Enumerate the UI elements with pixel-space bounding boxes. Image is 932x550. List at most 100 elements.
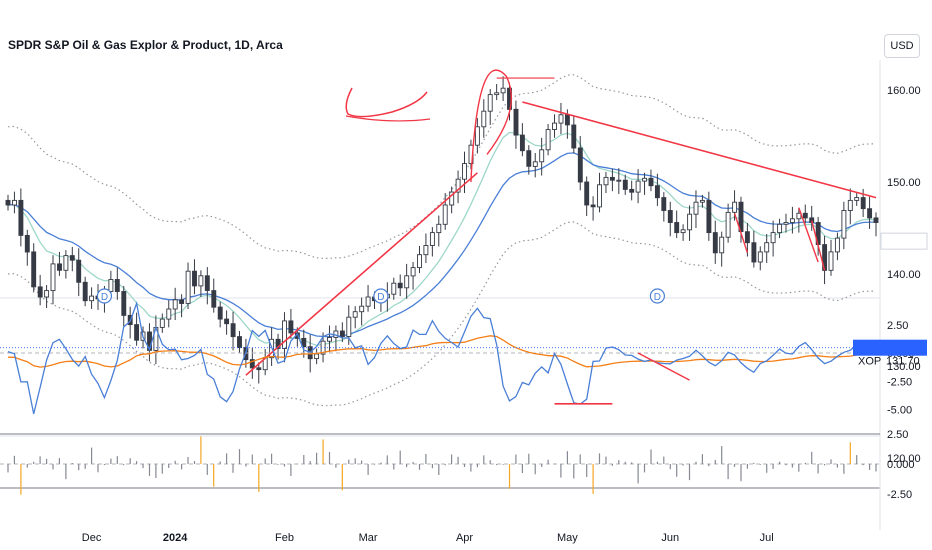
histogram-bar (836, 464, 838, 468)
hand-drawn-check-mark (345, 87, 428, 118)
candle-body (770, 232, 776, 244)
candle-body (789, 218, 795, 223)
histogram-bar (168, 464, 170, 468)
candle-body (661, 197, 667, 211)
currency-button[interactable]: USD (884, 34, 920, 58)
histogram-bar (714, 460, 716, 464)
time-axis-tick-label: Jun (661, 532, 679, 544)
histogram-bar (695, 461, 697, 464)
candle-body (558, 114, 564, 124)
histogram-bar (721, 446, 723, 464)
candle-body (539, 149, 545, 163)
histogram-bar (798, 464, 800, 472)
candle-body (719, 236, 725, 254)
histogram-bar (7, 464, 9, 473)
histogram-bar (264, 458, 266, 464)
dividend-marker[interactable] (96, 288, 113, 304)
histogram-bar (586, 464, 588, 477)
histogram-bar (341, 464, 343, 491)
histogram-bar (361, 460, 363, 464)
candle-body (339, 330, 345, 337)
candle-body (744, 231, 750, 244)
candle-body (114, 279, 120, 292)
candle-body (275, 338, 281, 349)
histogram-bar (489, 460, 491, 464)
fast-moving-average-line (7, 131, 877, 346)
histogram-bar (412, 462, 414, 464)
histogram-bar (110, 458, 112, 464)
candle-body (802, 212, 808, 219)
histogram-bar (663, 456, 665, 464)
candle-body (764, 242, 770, 253)
candle-body (545, 129, 551, 151)
candle-body (5, 199, 11, 206)
histogram-bar (643, 464, 646, 473)
histogram-bar (483, 455, 485, 464)
candle-body (18, 199, 24, 236)
oscillator-axis-tick-label: -5.00 (887, 405, 912, 417)
candle-body (860, 197, 866, 210)
candle-body (481, 110, 487, 128)
candle-body (288, 320, 294, 334)
upper-envelope-line (7, 74, 876, 260)
candle-body (648, 177, 654, 187)
candle-body (609, 176, 615, 181)
histogram-bar (541, 464, 543, 467)
histogram-bar (39, 456, 41, 464)
candle-body (417, 254, 422, 269)
histogram-bar (181, 464, 183, 470)
candle-body (237, 336, 242, 349)
histogram-bar (502, 464, 504, 465)
histogram-bar (245, 464, 247, 467)
slow-moving-average-line (7, 152, 876, 338)
histogram-bar (33, 461, 35, 464)
dividend-marker-label: D (377, 292, 384, 303)
histogram-bar (258, 464, 260, 492)
histogram-bar (560, 464, 562, 478)
histogram-bar (206, 464, 208, 475)
histogram-bar (46, 458, 48, 464)
histogram-bar (129, 458, 131, 464)
candle-body (159, 318, 165, 328)
histogram-bar (309, 461, 311, 464)
candle-body (674, 222, 680, 234)
short-drop-line (811, 220, 826, 271)
candle-body (680, 229, 686, 234)
price-axis-tick-label: 150.00 (887, 177, 921, 189)
candle-body (751, 242, 757, 263)
candle-body (777, 223, 783, 234)
histogram-bar (759, 464, 761, 465)
histogram-bar (123, 464, 125, 466)
candle-body (397, 282, 403, 289)
time-axis-tick-label: 2024 (163, 532, 188, 544)
candle-body (24, 234, 30, 253)
candle-body (474, 126, 480, 146)
histogram-bar (811, 451, 813, 464)
dividend-marker[interactable] (649, 288, 665, 304)
candle-body (513, 108, 519, 136)
dividend-marker-label: D (101, 292, 108, 303)
histogram-bar (637, 464, 639, 484)
histogram-bar (688, 464, 691, 481)
circled-top-annotation (470, 69, 513, 183)
histogram-bar (251, 454, 253, 464)
histogram-bar (283, 464, 286, 467)
histogram-bar (78, 464, 80, 471)
dividend-marker[interactable] (373, 288, 389, 304)
candle-body (642, 177, 648, 182)
histogram-bar (682, 464, 684, 466)
candle-body (69, 255, 75, 261)
histogram-bar (515, 454, 517, 464)
candle-body (654, 185, 660, 199)
candle-body (487, 94, 493, 112)
candle-body (616, 179, 622, 182)
candle-body (526, 150, 532, 167)
candle-body (108, 279, 114, 292)
histogram-bar (444, 464, 446, 466)
candle-body (597, 184, 602, 208)
histogram-bar (406, 464, 408, 468)
histogram-bar (148, 464, 151, 476)
candle-body (256, 367, 262, 371)
histogram-bar (26, 464, 28, 468)
